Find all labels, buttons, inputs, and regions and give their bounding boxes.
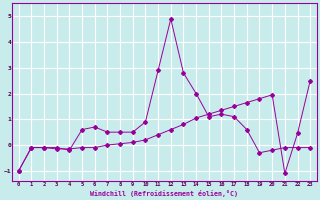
X-axis label: Windchill (Refroidissement éolien,°C): Windchill (Refroidissement éolien,°C): [91, 190, 238, 197]
